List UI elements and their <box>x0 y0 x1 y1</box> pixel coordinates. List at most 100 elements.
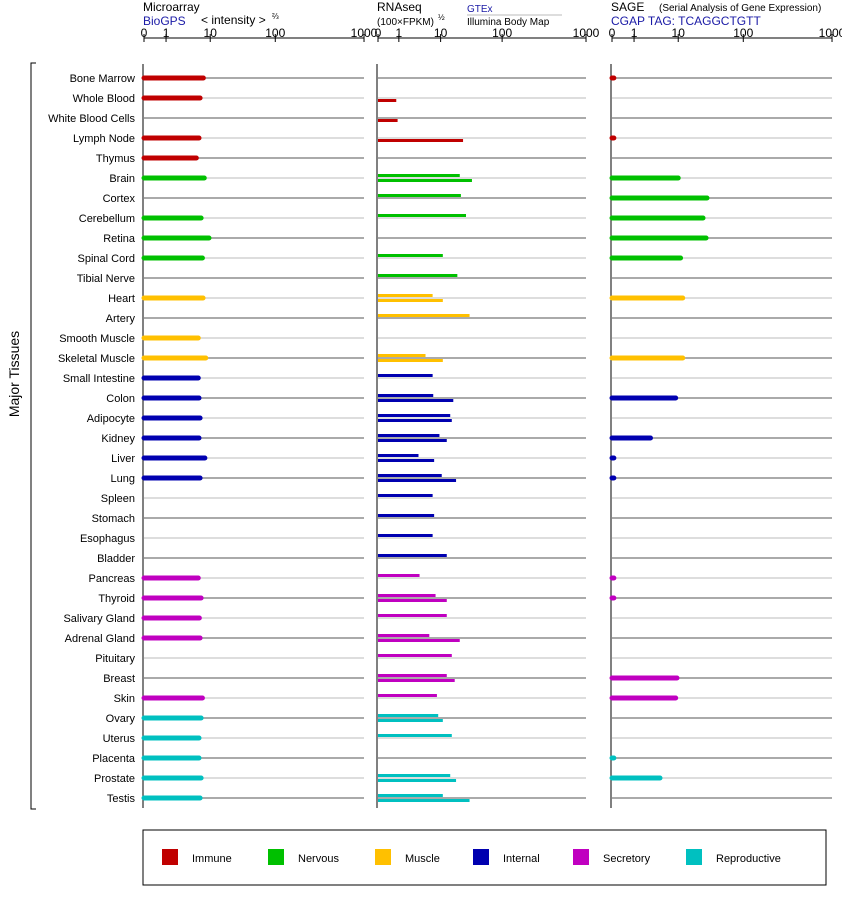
rnaseq-ibm-bar <box>378 599 447 602</box>
rnaseq-ibm-bar <box>378 299 443 302</box>
rnaseq-ibm-bar <box>378 399 454 402</box>
rnaseq-gtex-bar <box>378 514 435 517</box>
legend-label: Nervous <box>298 853 339 865</box>
rnaseq-gtex-bar <box>378 274 458 277</box>
rnaseq-tick-label: 0 <box>375 26 382 40</box>
rnaseq-gtex-bar <box>378 594 436 597</box>
rnaseq-gtex-bar <box>378 354 426 357</box>
legend-swatch <box>686 849 702 865</box>
rnaseq-ibm-bar <box>378 179 472 182</box>
rnaseq-gtex-bar <box>378 794 443 797</box>
rnaseq-gtex-bar <box>378 374 433 377</box>
microarray-tick-label: 10 <box>204 26 218 40</box>
tissue-label: Liver <box>111 453 135 465</box>
rnaseq-gtex-bar <box>378 434 440 437</box>
tissue-label: Breast <box>103 673 135 685</box>
axes-layer: 011010010000110100100001101001000 <box>141 26 842 808</box>
rnaseq-gtex-bar <box>378 774 451 777</box>
legend-label: Reproductive <box>716 853 781 865</box>
sage-tick-label: 10 <box>672 26 686 40</box>
rnaseq-gtex-bar <box>378 734 452 737</box>
legend-label: Immune <box>192 853 232 865</box>
rnaseq-gtex-bar <box>378 534 433 537</box>
sage-tick-label: 1000 <box>819 26 842 40</box>
rnaseq-gtex-bar <box>378 214 467 217</box>
tissue-label: Uterus <box>103 733 136 745</box>
rnaseq-gtex-bar <box>378 494 433 497</box>
rnaseq-ibm-bar <box>378 439 447 442</box>
tissue-label: Bone Marrow <box>70 73 135 85</box>
rnaseq-gtex-bar <box>378 314 470 317</box>
legend-label: Secretory <box>603 853 651 865</box>
tissue-bracket <box>30 62 36 810</box>
tissue-label: Retina <box>103 233 136 245</box>
tissue-label: Tibial Nerve <box>77 273 135 285</box>
sage-tag-link[interactable]: CGAP TAG: TCAGGCTGTT <box>611 14 761 28</box>
rnaseq-gtex-bar <box>378 414 451 417</box>
microarray-scale-label: < intensity > <box>201 13 266 27</box>
rnaseq-tick-label: 1000 <box>573 26 600 40</box>
rnaseq-ibm-bar <box>378 459 435 462</box>
rnaseq-ibm-bar <box>378 139 464 142</box>
rnaseq-tick-label: 10 <box>434 26 448 40</box>
rnaseq-gtex-bar <box>378 634 430 637</box>
rnaseq-ibm-bar <box>378 779 457 782</box>
microarray-tick-label: 100 <box>265 26 285 40</box>
legend-swatch <box>375 849 391 865</box>
tissue-label: Stomach <box>92 513 135 525</box>
rows-layer: Bone Marrow Whole Blood White Blood Cells L… <box>48 73 832 805</box>
rnaseq-gtex-bar <box>378 394 434 397</box>
tissue-label: Lymph Node <box>73 133 135 145</box>
legend-layer: Immune Nervous Muscle Internal Secretory Repr… <box>162 849 781 865</box>
rnaseq-gtex-bar <box>378 294 433 297</box>
tissue-label: Cortex <box>103 193 136 205</box>
tissue-label: Brain <box>109 173 135 185</box>
tissue-label: Pancreas <box>89 573 136 585</box>
tissue-label: Adrenal Gland <box>65 633 135 645</box>
legend-swatch <box>268 849 284 865</box>
microarray-title: Microarray <box>143 0 200 14</box>
tissue-label: Cerebellum <box>79 213 135 225</box>
rnaseq-gtex-bar <box>378 574 420 577</box>
tissue-label: Ovary <box>106 713 136 725</box>
tissue-label: Colon <box>106 393 135 405</box>
tissue-label: Heart <box>108 293 135 305</box>
legend-swatch <box>162 849 178 865</box>
tissue-label: Adipocyte <box>87 413 135 425</box>
rnaseq-gtex-bar <box>378 654 452 657</box>
sage-subtitle: (Serial Analysis of Gene Expression) <box>659 3 821 14</box>
rnaseq-ibm-bar <box>378 639 460 642</box>
rnaseq-title: RNAseq <box>377 0 422 14</box>
legend-swatch <box>473 849 489 865</box>
rnaseq-ibm-bar <box>378 359 443 362</box>
tissue-label: Prostate <box>94 773 135 785</box>
rnaseq-ibm-bar <box>378 719 443 722</box>
microarray-source-link[interactable]: BioGPS <box>143 14 186 28</box>
tissue-label: Thyroid <box>98 593 135 605</box>
rnaseq-gtex-bar <box>378 194 461 197</box>
rnaseq-gtex-bar <box>378 614 447 617</box>
legend-label: Internal <box>503 853 540 865</box>
tissue-label: Skin <box>114 693 135 705</box>
tissue-label: Salivary Gland <box>63 613 135 625</box>
rnaseq-units-label: (100×FPKM) <box>377 17 434 28</box>
legend-swatch <box>573 849 589 865</box>
tissue-label: Esophagus <box>80 533 136 545</box>
tissue-label: Thymus <box>96 153 136 165</box>
rnaseq-gtex-bar <box>378 714 439 717</box>
sage-tick-label: 1 <box>631 26 638 40</box>
rnaseq-ibm-bar <box>378 419 452 422</box>
legend-label: Muscle <box>405 853 440 865</box>
rnaseq-gtex-bar <box>378 674 447 677</box>
rnaseq-series-gtex[interactable]: GTEx <box>467 4 493 15</box>
microarray-tick-label: 1000 <box>351 26 378 40</box>
tissue-label: Pituitary <box>95 653 135 665</box>
rnaseq-series-ibm: Illumina Body Map <box>467 17 550 28</box>
rnaseq-gtex-bar <box>378 554 447 557</box>
rnaseq-gtex-bar <box>378 474 442 477</box>
tissue-label: Lung <box>111 473 135 485</box>
tissue-label: Small Intestine <box>63 373 135 385</box>
tissue-label: Kidney <box>101 433 135 445</box>
rnaseq-ibm-bar <box>378 99 397 102</box>
